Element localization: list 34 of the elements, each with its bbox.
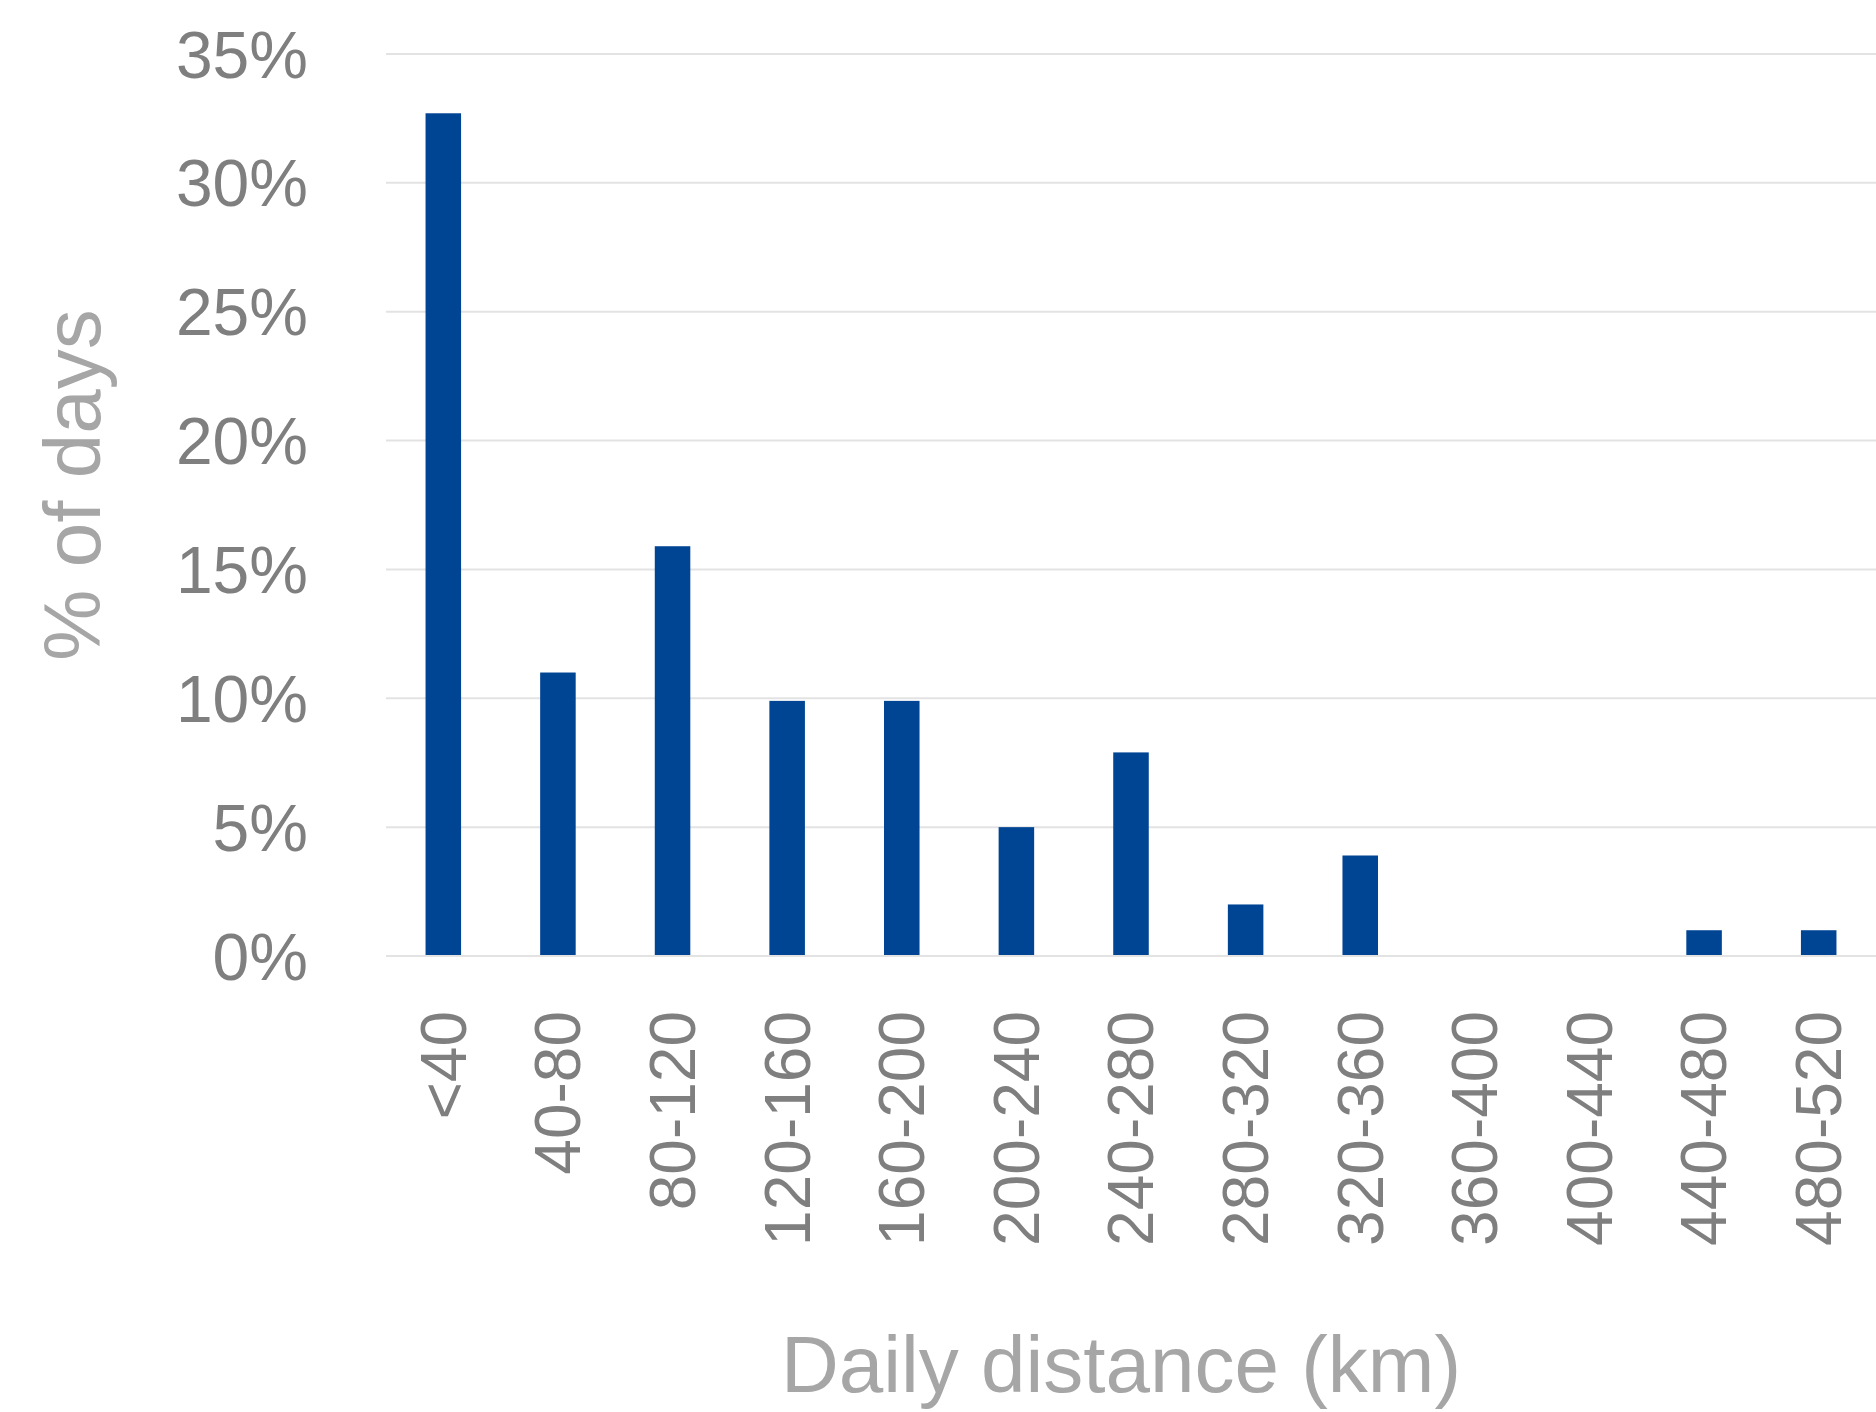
x-tick-label: 320-360 bbox=[1324, 1011, 1397, 1246]
x-tick-label: 440-480 bbox=[1668, 1011, 1741, 1246]
x-tick-label: 80-120 bbox=[636, 1011, 709, 1211]
bar bbox=[654, 546, 691, 956]
x-tick-label: 40-80 bbox=[522, 1011, 595, 1175]
x-tick-label: 200-240 bbox=[980, 1011, 1053, 1246]
bar bbox=[884, 700, 920, 956]
bar bbox=[1800, 930, 1837, 956]
bar bbox=[425, 113, 462, 956]
y-tick-label: 25% bbox=[175, 275, 308, 350]
bar bbox=[1113, 752, 1149, 956]
y-tick-label: 35% bbox=[175, 17, 308, 92]
y-axis-title: % of days bbox=[28, 309, 117, 661]
y-tick-label: 15% bbox=[175, 533, 308, 608]
x-tick-label: 160-200 bbox=[866, 1011, 939, 1246]
bar bbox=[540, 672, 576, 956]
x-tick-label: 480-520 bbox=[1783, 1011, 1856, 1246]
x-tick-label: 400-440 bbox=[1553, 1011, 1626, 1246]
x-tick-label: 120-160 bbox=[751, 1011, 824, 1246]
bar bbox=[1342, 855, 1378, 956]
x-tick-label: 280-320 bbox=[1210, 1011, 1283, 1246]
bar bbox=[1227, 904, 1264, 956]
bar bbox=[998, 827, 1035, 956]
bar bbox=[769, 700, 805, 956]
x-tick-label: <40 bbox=[407, 1011, 480, 1120]
y-tick-label: 5% bbox=[212, 790, 308, 865]
x-tick-label: 360-400 bbox=[1439, 1011, 1512, 1246]
y-tick-label: 10% bbox=[175, 661, 308, 736]
bar bbox=[1686, 930, 1722, 956]
y-tick-label: 20% bbox=[175, 404, 308, 479]
x-tick-label: 240-280 bbox=[1095, 1011, 1168, 1246]
x-axis-title: Daily distance (km) bbox=[780, 1320, 1462, 1409]
y-tick-label: 0% bbox=[212, 919, 308, 994]
y-tick-label: 30% bbox=[175, 146, 308, 221]
